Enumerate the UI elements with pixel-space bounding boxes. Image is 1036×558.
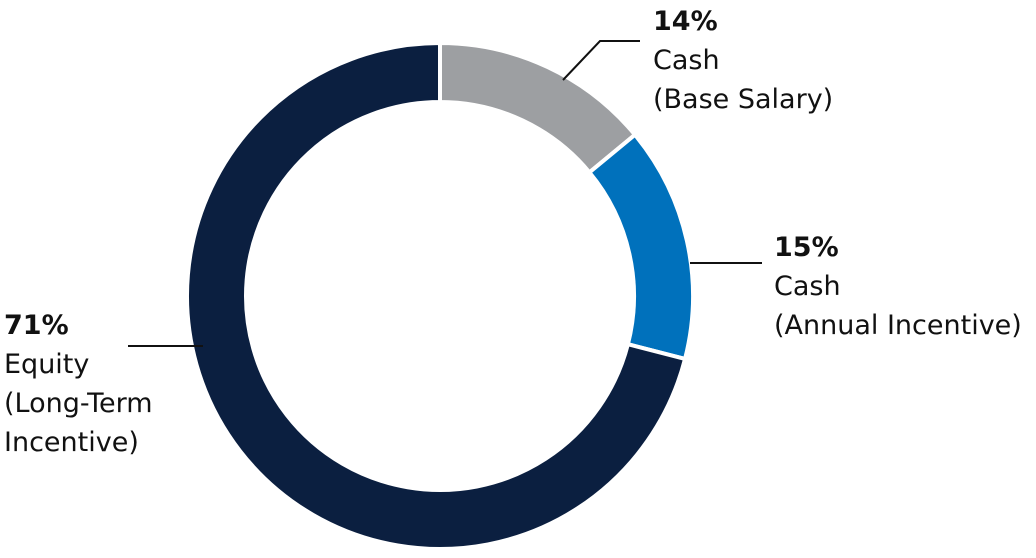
slice-equity <box>185 40 688 551</box>
slice-desc-base-salary: (Base Salary) <box>653 84 834 115</box>
slice-label-equity: 71% Equity (Long-Term Incentive) <box>4 306 153 462</box>
slice-pct-equity: 71% <box>4 310 69 341</box>
slice-annual-incentive <box>586 131 695 362</box>
slice-name-equity: Equity <box>4 349 90 380</box>
donut-slices <box>185 40 695 551</box>
slice-name-base-salary: Cash <box>653 45 720 76</box>
slice-pct-annual-incentive: 15% <box>774 232 839 263</box>
slice-desc-equity-2: Incentive) <box>4 427 139 458</box>
slice-desc-equity: (Long-Term <box>4 388 153 419</box>
leader-line-base-salary <box>562 40 640 81</box>
slice-name-annual-incentive: Cash <box>774 271 841 302</box>
slice-label-annual-incentive: 15% Cash (Annual Incentive) <box>774 228 1022 345</box>
slice-base-salary <box>438 40 638 176</box>
slice-pct-base-salary: 14% <box>653 6 718 37</box>
leader-lines <box>128 40 762 347</box>
slice-desc-annual-incentive: (Annual Incentive) <box>774 310 1022 341</box>
slice-label-base-salary: 14% Cash (Base Salary) <box>653 2 833 119</box>
